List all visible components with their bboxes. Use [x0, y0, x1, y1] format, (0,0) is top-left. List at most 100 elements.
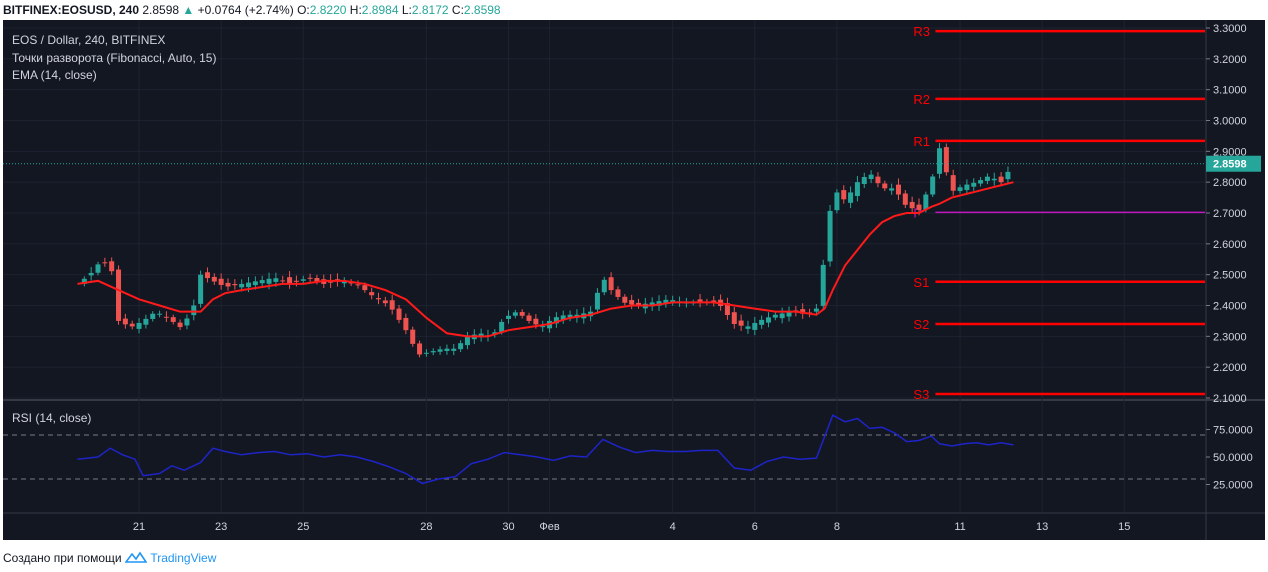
candle-body: [376, 298, 382, 300]
candle-body: [670, 300, 676, 302]
candle-body: [300, 279, 306, 281]
candle-body: [882, 183, 888, 189]
high-value: 2.8984: [361, 3, 399, 17]
pivot-label-r1: R1: [913, 134, 930, 149]
symbol-label: BITFINEX:EOSUSD, 240: [3, 3, 140, 17]
candle-body: [177, 322, 183, 328]
close-value: 2.8598: [463, 3, 501, 17]
time-axis[interactable]: 21 23 25 28 30 Фев 4 6 8 11 13 15: [133, 521, 1130, 533]
footer-brand[interactable]: TradingView: [150, 551, 217, 565]
last-price: 2.8598: [142, 3, 180, 17]
candle-body: [998, 176, 1004, 183]
candle-body: [423, 352, 429, 354]
candle-body: [738, 320, 744, 326]
candle-body: [594, 292, 600, 310]
time-tick-label: 21: [133, 521, 145, 533]
time-tick-label: 25: [297, 521, 309, 533]
candle-body: [355, 284, 361, 286]
rsi-tick-label: 75.0000: [1213, 425, 1253, 437]
candle-body: [81, 278, 87, 284]
candle-body: [964, 184, 970, 191]
price-tick-label: 3.3000: [1213, 23, 1247, 35]
price-tick-label: 2.3000: [1213, 331, 1247, 343]
candle-body: [957, 187, 963, 191]
candle-body: [937, 148, 943, 174]
ema-line: [77, 181, 1014, 338]
candle-body: [287, 277, 293, 284]
time-tick-label: 4: [670, 521, 676, 533]
candle-body: [512, 312, 518, 316]
candle-body: [697, 299, 703, 303]
candle-body: [861, 177, 867, 185]
time-tick-label: 30: [502, 521, 514, 533]
candle-body: [225, 282, 231, 287]
candle-body: [635, 302, 641, 305]
candle-body: [314, 278, 320, 282]
time-tick-label: 15: [1118, 521, 1130, 533]
candle-body: [362, 285, 368, 291]
candle-body: [273, 278, 279, 282]
candle-body: [800, 309, 806, 314]
low-label: L:: [401, 3, 412, 17]
price-axis[interactable]: 3.3000 3.2000 3.1000 3.0000 2.9000 2.8000 2.70…: [1206, 23, 1261, 405]
candle-body: [649, 302, 655, 307]
price-tick-label: 2.5000: [1213, 270, 1247, 282]
low-value: 2.8172: [411, 3, 449, 17]
footer-created: Создано при помощи: [3, 551, 122, 565]
candle-body: [204, 272, 210, 279]
candle-body: [129, 323, 135, 327]
candle-body: [341, 281, 347, 284]
candle-body: [280, 280, 286, 282]
candle-body: [430, 351, 436, 353]
candle-body: [731, 312, 737, 324]
candle-body: [567, 314, 573, 318]
candle-body: [136, 322, 142, 329]
candle-body: [841, 190, 847, 200]
time-tick-label: Фев: [539, 521, 559, 533]
candle-body: [218, 278, 224, 285]
chart-frame[interactable]: R3 R2 R1 P S1 S2 S3 3.3000 3.2000 3.1000 3.0000 2.…: [3, 20, 1265, 540]
price-tick-label: 2.7000: [1213, 208, 1247, 220]
candle-body: [608, 277, 614, 291]
candle-body: [150, 313, 156, 319]
candle-body: [923, 194, 929, 210]
candle-body: [451, 348, 457, 351]
candle-body: [293, 280, 299, 282]
candle-body: [875, 176, 881, 184]
candle-body: [615, 289, 621, 297]
candle-body: [444, 348, 450, 352]
price-tick-label: 2.1000: [1213, 393, 1247, 405]
candle-body: [930, 176, 936, 195]
time-tick-label: 13: [1036, 521, 1048, 533]
high-label: H:: [349, 3, 362, 17]
candle-body: [622, 296, 628, 303]
candle-body: [88, 272, 94, 276]
candle-body: [786, 312, 792, 317]
rsi-tick-label: 25.0000: [1213, 480, 1253, 492]
candle-body: [984, 176, 990, 181]
candle-body: [396, 308, 402, 320]
pivot-label-s1: S1: [913, 275, 929, 290]
time-tick-label: 28: [420, 521, 432, 533]
rsi-pane: 75.0000 50.0000 25.0000: [3, 414, 1253, 492]
time-tick-label: 11: [954, 521, 965, 533]
price-tick-label: 2.8000: [1213, 177, 1247, 189]
time-tick-label: 6: [752, 521, 758, 533]
price-tick-label: 2.9000: [1213, 146, 1247, 158]
candle-body: [848, 192, 854, 203]
candle-body: [540, 326, 546, 328]
candle-body: [834, 192, 840, 211]
candle-body: [854, 182, 860, 197]
last-price-tag-label: 2.8598: [1213, 159, 1247, 171]
candle-body: [246, 282, 252, 288]
candle-body: [772, 314, 778, 318]
candle-body: [348, 282, 354, 284]
candle-body: [519, 312, 525, 316]
candle-body: [109, 261, 115, 272]
candle-body: [1005, 171, 1011, 180]
rsi-tick-label: 50.0000: [1213, 452, 1253, 464]
candle-body: [889, 188, 895, 191]
candle-body: [102, 262, 108, 264]
